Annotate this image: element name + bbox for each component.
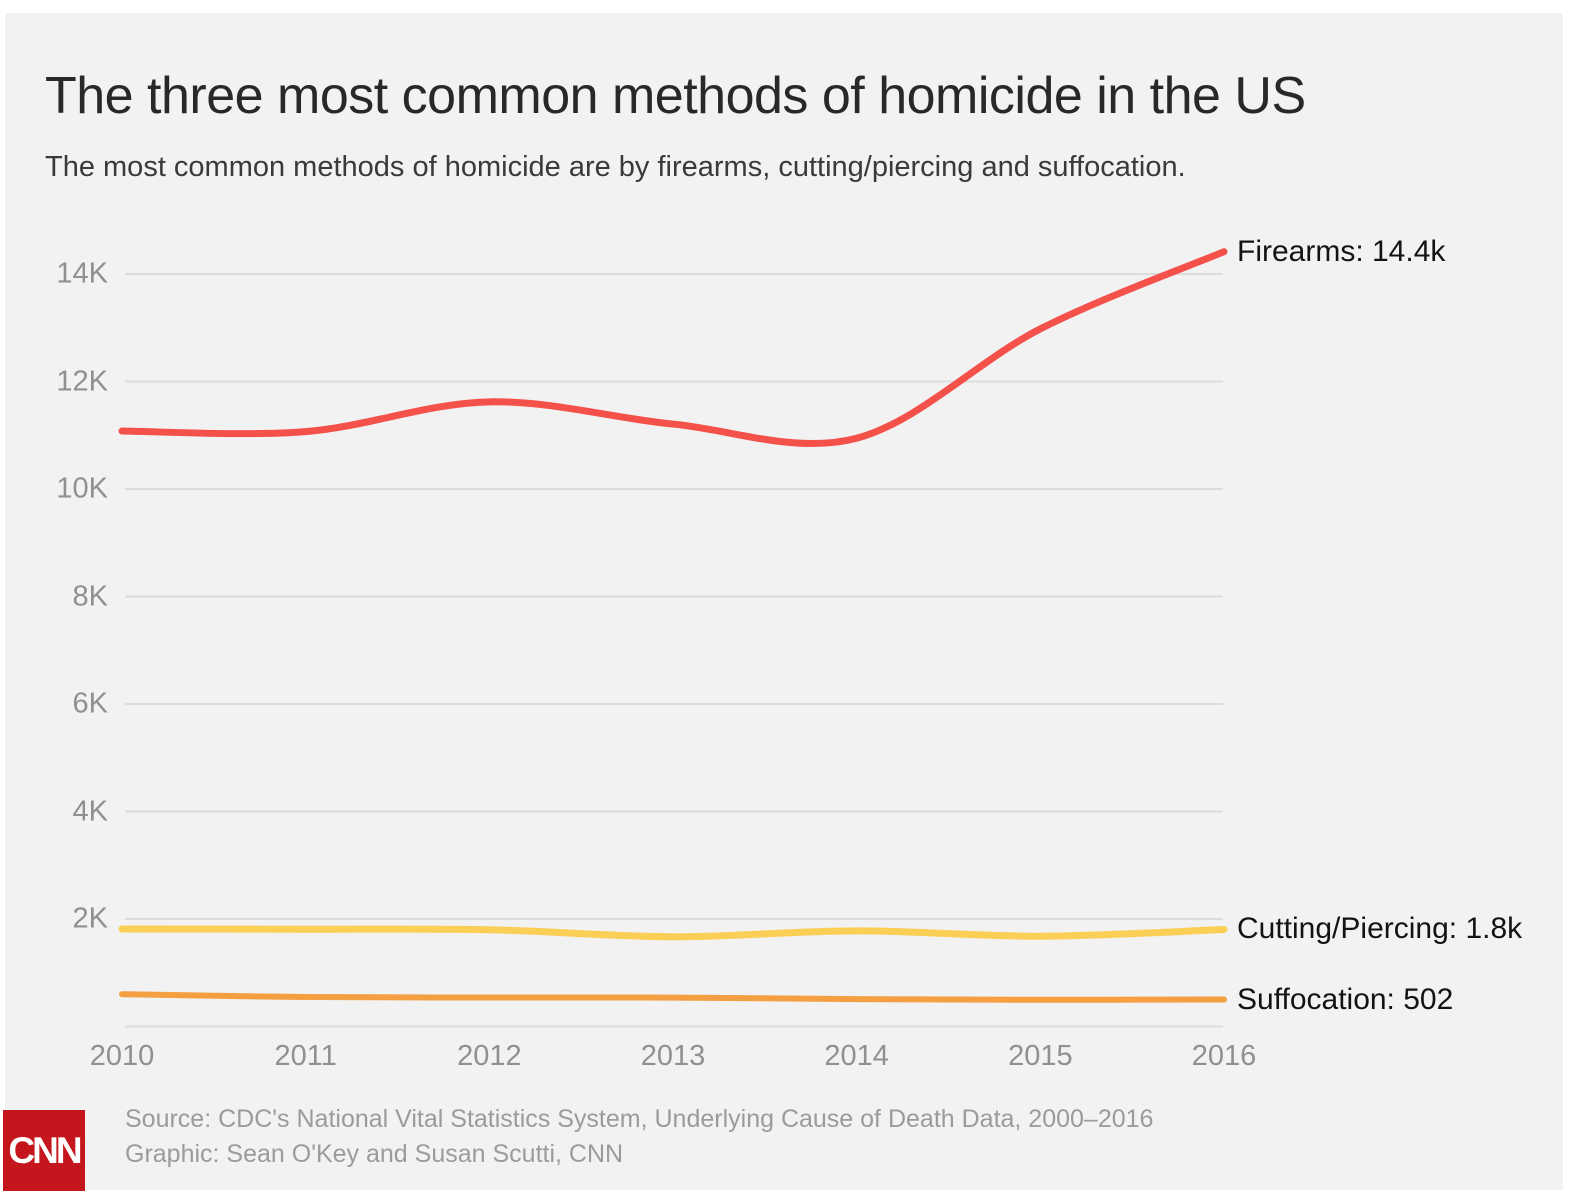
series-label-firearms: Firearms: 14.4k [1237, 234, 1446, 268]
source-credit: Source: CDC's National Vital Statistics … [125, 1102, 1153, 1171]
x-tick-label: 2013 [640, 1040, 706, 1072]
x-tick-label: 2015 [1008, 1040, 1073, 1072]
x-tick-label: 2014 [824, 1040, 889, 1072]
series-line-suffocation [119, 991, 1227, 1003]
y-tick-label: 10K [56, 472, 108, 505]
y-tick-label: 12K [56, 365, 108, 397]
cnn-logo: CNN [3, 1110, 85, 1191]
series-label-cutting-piercing: Cutting/Piercing: 1.8k [1237, 912, 1523, 946]
series-label-suffocation: Suffocation: 502 [1237, 982, 1454, 1016]
series-line-firearms [118, 248, 1228, 447]
x-tick-label: 2012 [457, 1040, 522, 1072]
y-tick-label: 2K [72, 902, 108, 935]
y-tick-label: 6K [72, 687, 108, 720]
y-tick-label: 8K [72, 580, 108, 612]
source-line: Source: CDC's National Vital Statistics … [125, 1105, 1154, 1133]
series-line-cutting-piercing [118, 925, 1228, 941]
cnn-logo-text: CNN [8, 1129, 82, 1171]
y-tick-label: 14K [56, 257, 108, 290]
x-tick-label: 2016 [1191, 1040, 1257, 1072]
y-tick-label: 4K [72, 795, 108, 827]
page-title: The three most common methods of homicid… [45, 67, 1306, 125]
page-subtitle: The most common methods of homicide are … [45, 151, 1186, 183]
x-tick-label: 2010 [89, 1040, 155, 1072]
graphic-credit-line: Graphic: Sean O'Key and Susan Scutti, CN… [125, 1139, 624, 1168]
x-tick-label: 2011 [274, 1040, 337, 1072]
